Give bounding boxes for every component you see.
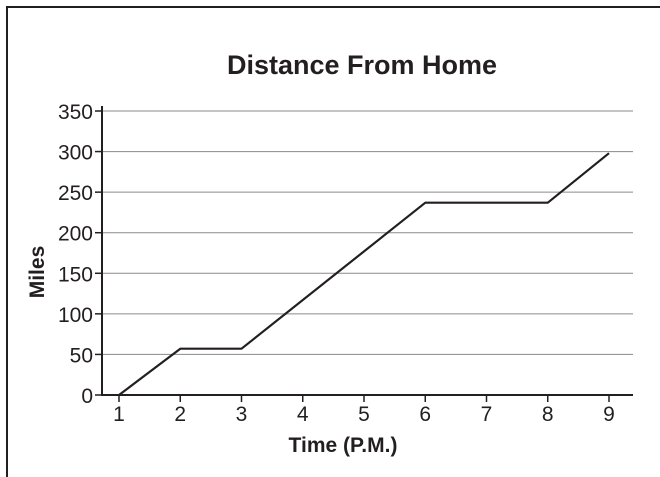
y-tick-label: 100	[58, 304, 93, 327]
y-tick-label: 50	[70, 344, 93, 367]
y-tick-label: 200	[58, 223, 93, 246]
x-tick-label: 2	[174, 403, 186, 426]
y-tick-label: 150	[58, 263, 93, 286]
y-tick-label: 0	[81, 385, 93, 408]
x-tick-label: 7	[481, 403, 493, 426]
x-tick-label: 6	[419, 403, 431, 426]
y-axis-label: Miles	[26, 246, 49, 299]
chart-frame	[6, 6, 660, 477]
x-tick-label: 3	[236, 403, 248, 426]
chart-title: Distance From Home	[227, 50, 497, 80]
y-tick-label: 250	[58, 182, 93, 205]
y-tick-labels: 0 50 100 150 200 250 300 350	[58, 101, 102, 408]
x-tick-label: 8	[542, 403, 554, 426]
y-tick-label: 300	[58, 142, 93, 165]
gridlines	[102, 110, 633, 355]
y-tick-label: 350	[58, 101, 93, 124]
x-tick-label: 9	[603, 403, 615, 426]
x-axis-label: Time (P.M.)	[289, 434, 398, 457]
x-tick-label: 5	[358, 403, 370, 426]
distance-line	[118, 152, 610, 396]
x-tick-label: 4	[297, 403, 309, 426]
x-tick-labels: 1 2 3 4 5 6 7 8 9	[113, 395, 615, 426]
x-tick-label: 1	[113, 403, 125, 426]
